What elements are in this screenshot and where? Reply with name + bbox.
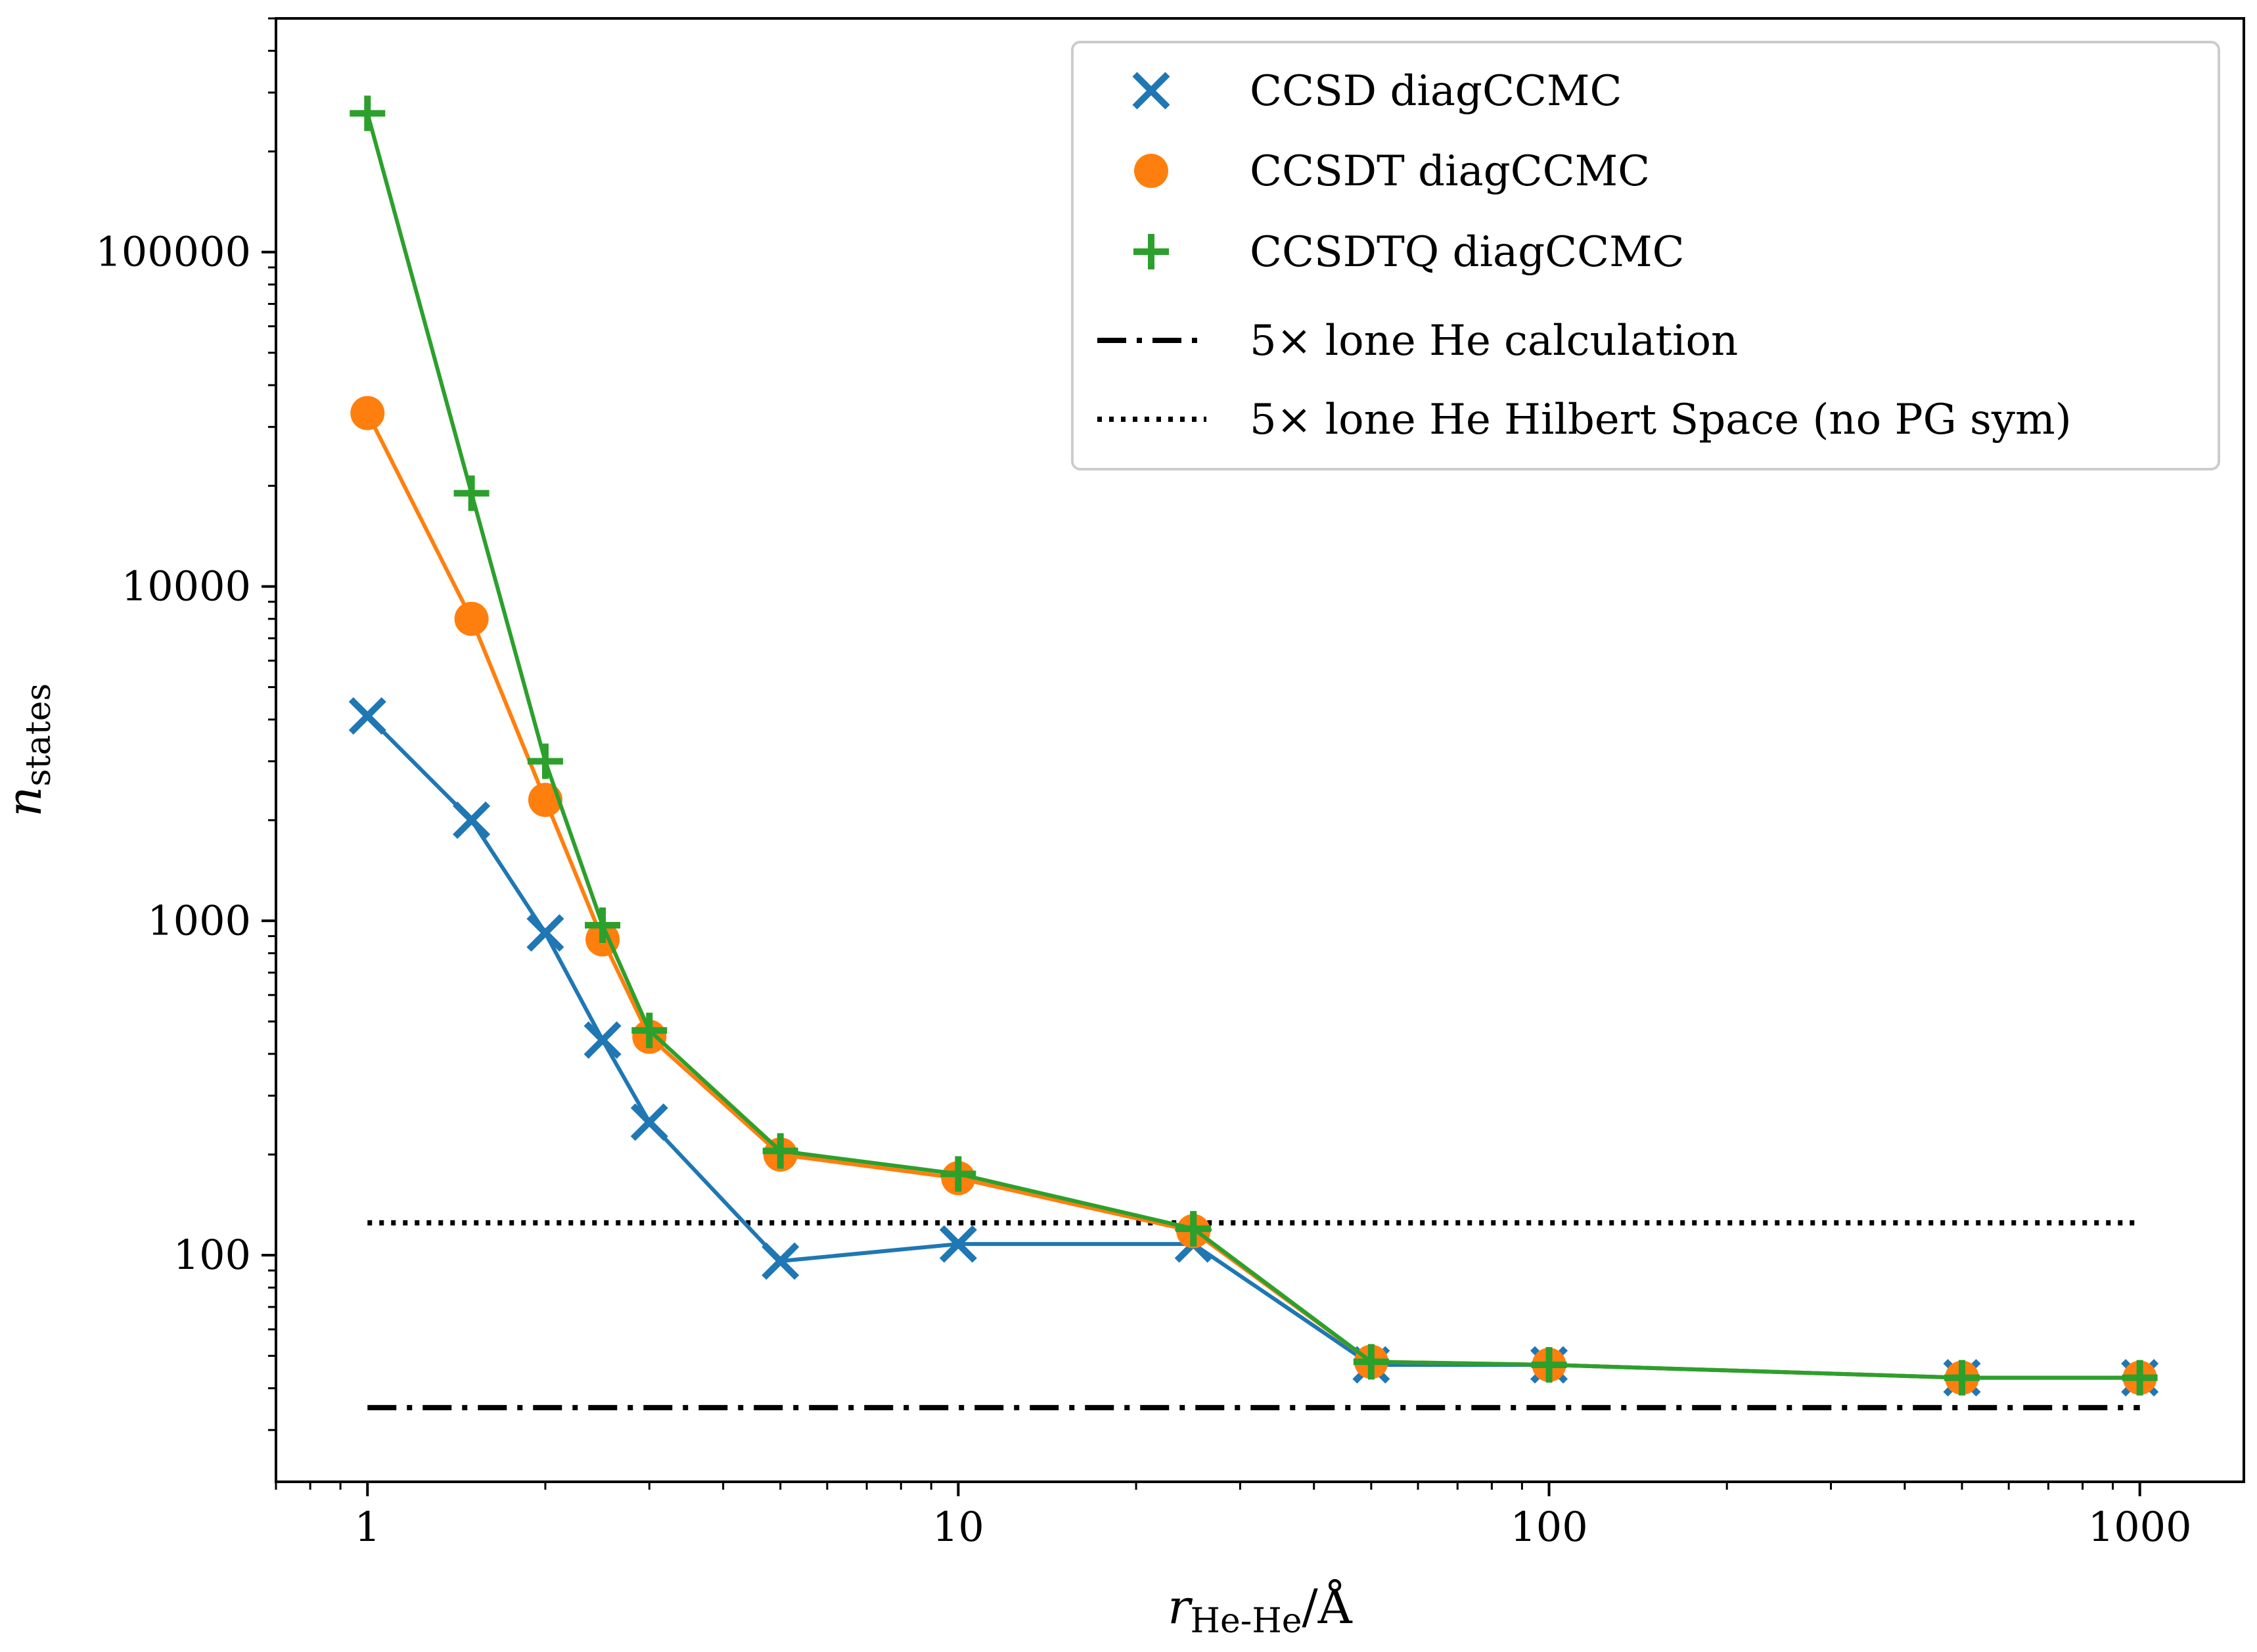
data-point (350, 396, 385, 430)
marker-stroke (453, 801, 491, 839)
data-point (631, 1013, 668, 1049)
legend-marker (1133, 234, 1169, 269)
legend-marker (1132, 72, 1170, 110)
y-axis-label: nstates (0, 683, 58, 817)
data-point (1175, 1210, 1212, 1247)
plot-frame (275, 17, 2245, 1483)
legend-label-lone-he-hilbert-space: 5× lone He Hilbert Space (no PG sym) (1250, 396, 2072, 444)
legend: CCSD diagCCMC CCSDT diagCCMC CCSDTQ diag… (1071, 41, 2220, 470)
data-point (527, 743, 563, 779)
data-point (1353, 1344, 1389, 1380)
marker-stroke (1132, 72, 1170, 110)
series-line-2 (365, 412, 2140, 1380)
legend-label-lone-he-calculation: 5× lone He calculation (1250, 317, 1738, 365)
series-line-1 (366, 714, 2140, 1380)
y-tick-label: 100000 (95, 228, 251, 276)
data-point (453, 801, 491, 839)
data-point (348, 697, 386, 735)
legend-marker (1134, 154, 1168, 188)
series-line-3 (365, 112, 2140, 1380)
plot-area (348, 95, 2159, 1411)
y-axis-label-main: n (0, 787, 52, 817)
y-axis-label-sub: states (19, 683, 58, 787)
legend-box (1071, 41, 2220, 470)
marker-stroke (630, 1103, 668, 1141)
x-axis-label-main: r (1168, 1579, 1193, 1634)
legend-label-ccsdt: CCSDT diagCCMC (1250, 147, 1650, 196)
legend-label-ccsdtq: CCSDTQ diagCCMC (1250, 228, 1685, 277)
x-tick-label: 10 (932, 1503, 984, 1551)
x-tick-label: 1000 (2088, 1503, 2192, 1551)
data-point (762, 1133, 798, 1169)
data-point (762, 1242, 800, 1280)
x-axis-label: rHe-He/Å (1168, 1578, 1352, 1641)
y-tick-label: 1000 (147, 896, 251, 944)
data-point (583, 1021, 622, 1059)
data-point (526, 914, 564, 952)
legend-label-ccsd: CCSD diagCCMC (1250, 67, 1622, 116)
marker-stroke (348, 697, 386, 735)
data-point (1531, 1346, 1567, 1383)
data-point (1944, 1360, 1980, 1396)
x-axis-label-unit: /Å (1302, 1578, 1352, 1634)
data-point (453, 475, 490, 511)
marker-stroke (583, 1021, 622, 1059)
x-tick-label: 100 (1510, 1503, 1587, 1551)
marker-stroke (939, 1225, 977, 1263)
marker-stroke (526, 914, 564, 952)
data-point (454, 601, 489, 636)
y-tick-label: 10000 (122, 562, 251, 610)
y-tick-label: 100 (173, 1231, 251, 1279)
x-axis-label-sub: He-He (1191, 1601, 1302, 1641)
legend-symbols (1097, 72, 1206, 422)
data-point (940, 1156, 976, 1192)
data-point (939, 1225, 977, 1263)
data-point (585, 907, 621, 944)
data-point (630, 1103, 668, 1141)
data-point (350, 95, 386, 131)
data-point (2122, 1360, 2158, 1396)
marker-stroke (762, 1242, 800, 1280)
x-tick-label: 1 (355, 1503, 380, 1551)
